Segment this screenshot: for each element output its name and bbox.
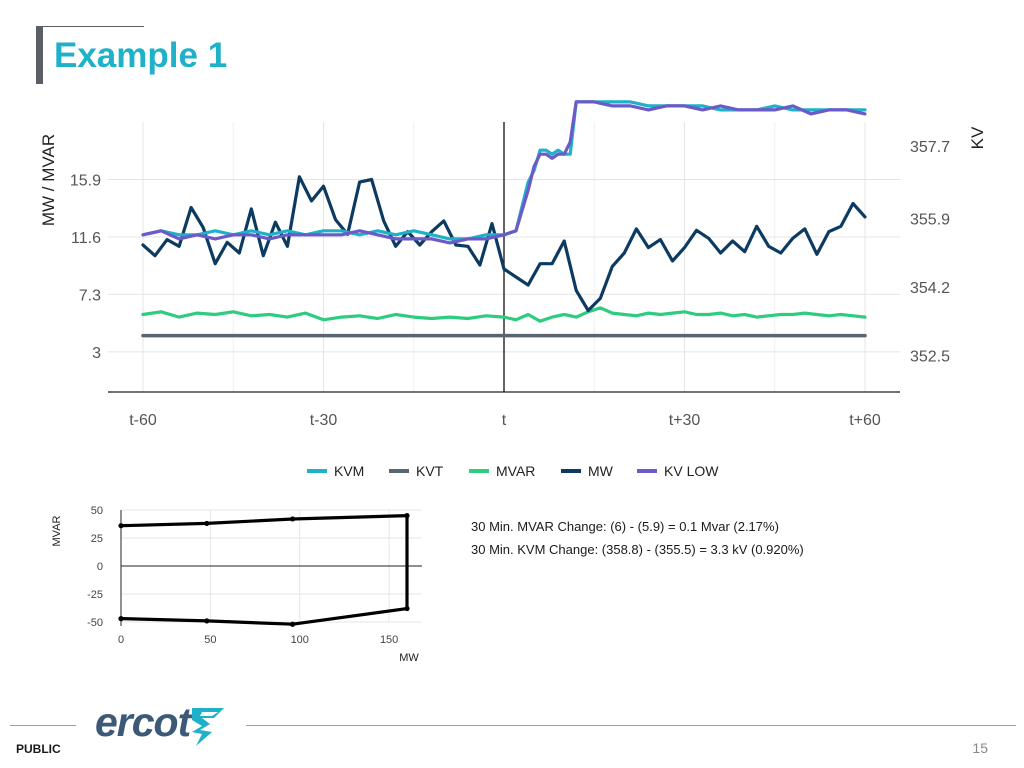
title-accent-bar (36, 26, 43, 84)
x-tick-label: t (502, 412, 507, 429)
title-rule (36, 26, 144, 27)
y-tick-label: 0 (97, 561, 103, 573)
y-tick-label: -50 (87, 617, 103, 629)
capability-point (404, 513, 410, 519)
footer-rule-left (10, 725, 76, 726)
capability-point (204, 618, 210, 624)
change-statistics: 30 Min. MVAR Change: (6) - (5.9) = 0.1 M… (471, 515, 804, 561)
ercot-logo-text: ercot (95, 699, 191, 745)
y-tick-label: -25 (87, 589, 103, 601)
y-tick-label: 25 (91, 533, 103, 545)
capability-point (290, 621, 296, 627)
left-y-axis-title: MW / MVAR (39, 134, 58, 226)
x-tick-label: 0 (118, 634, 124, 646)
series-line-mvar (141, 306, 867, 323)
series-line-kv-low (141, 100, 867, 245)
legend-label: MVAR (496, 463, 535, 479)
x-axis-title: MW (399, 652, 419, 664)
x-tick-label: 100 (291, 634, 309, 646)
legend-label: MW (588, 463, 614, 479)
left-y-tick-label: 7.3 (79, 287, 101, 304)
page-number: 15 (972, 740, 988, 756)
ercot-bolt-icon (192, 708, 224, 746)
right-y-axis-title: KV (968, 126, 987, 149)
capability-point (118, 616, 124, 622)
x-tick-label: t-60 (129, 412, 157, 429)
capability-point (290, 516, 296, 522)
right-y-tick-label: 357.7 (910, 139, 950, 156)
main-line-chart: 3 7.3 11.6 15.9 352.5 354.2 355.9 357.7 t-60 t-30… (39, 100, 987, 479)
x-tick-label: 50 (204, 634, 216, 646)
capability-point (204, 520, 210, 527)
mvar-change-text: 30 Min. MVAR Change: (6) - (5.9) = 0.1 M… (471, 519, 779, 534)
right-y-tick-label: 352.5 (910, 349, 950, 366)
footer-rule-right (246, 725, 1016, 726)
capability-point (118, 523, 124, 529)
x-tick-label: t+60 (849, 412, 881, 429)
legend-label: KV LOW (664, 463, 719, 479)
legend-label: KVM (334, 463, 364, 479)
kvm-change-text: 30 Min. KVM Change: (358.8) - (355.5) = … (471, 542, 804, 557)
slide-title: Example 1 (54, 36, 228, 75)
x-tick-label: 150 (380, 634, 398, 646)
legend-label: KVT (416, 463, 444, 479)
left-y-tick-label: 15.9 (70, 172, 101, 189)
capability-curve-line (120, 513, 409, 626)
right-y-tick-label: 354.2 (910, 280, 950, 297)
left-y-tick-label: 11.6 (71, 230, 101, 247)
capability-point (404, 605, 410, 612)
y-tick-label: 50 (91, 505, 103, 517)
left-y-tick-label: 3 (92, 345, 101, 362)
classification-label: PUBLIC (16, 742, 61, 756)
x-tick-label: t-30 (310, 412, 338, 429)
series-line-mw (141, 175, 867, 313)
x-tick-label: t+30 (669, 412, 701, 429)
y-axis-title: MVAR (51, 515, 63, 546)
right-y-tick-label: 355.9 (910, 212, 950, 229)
